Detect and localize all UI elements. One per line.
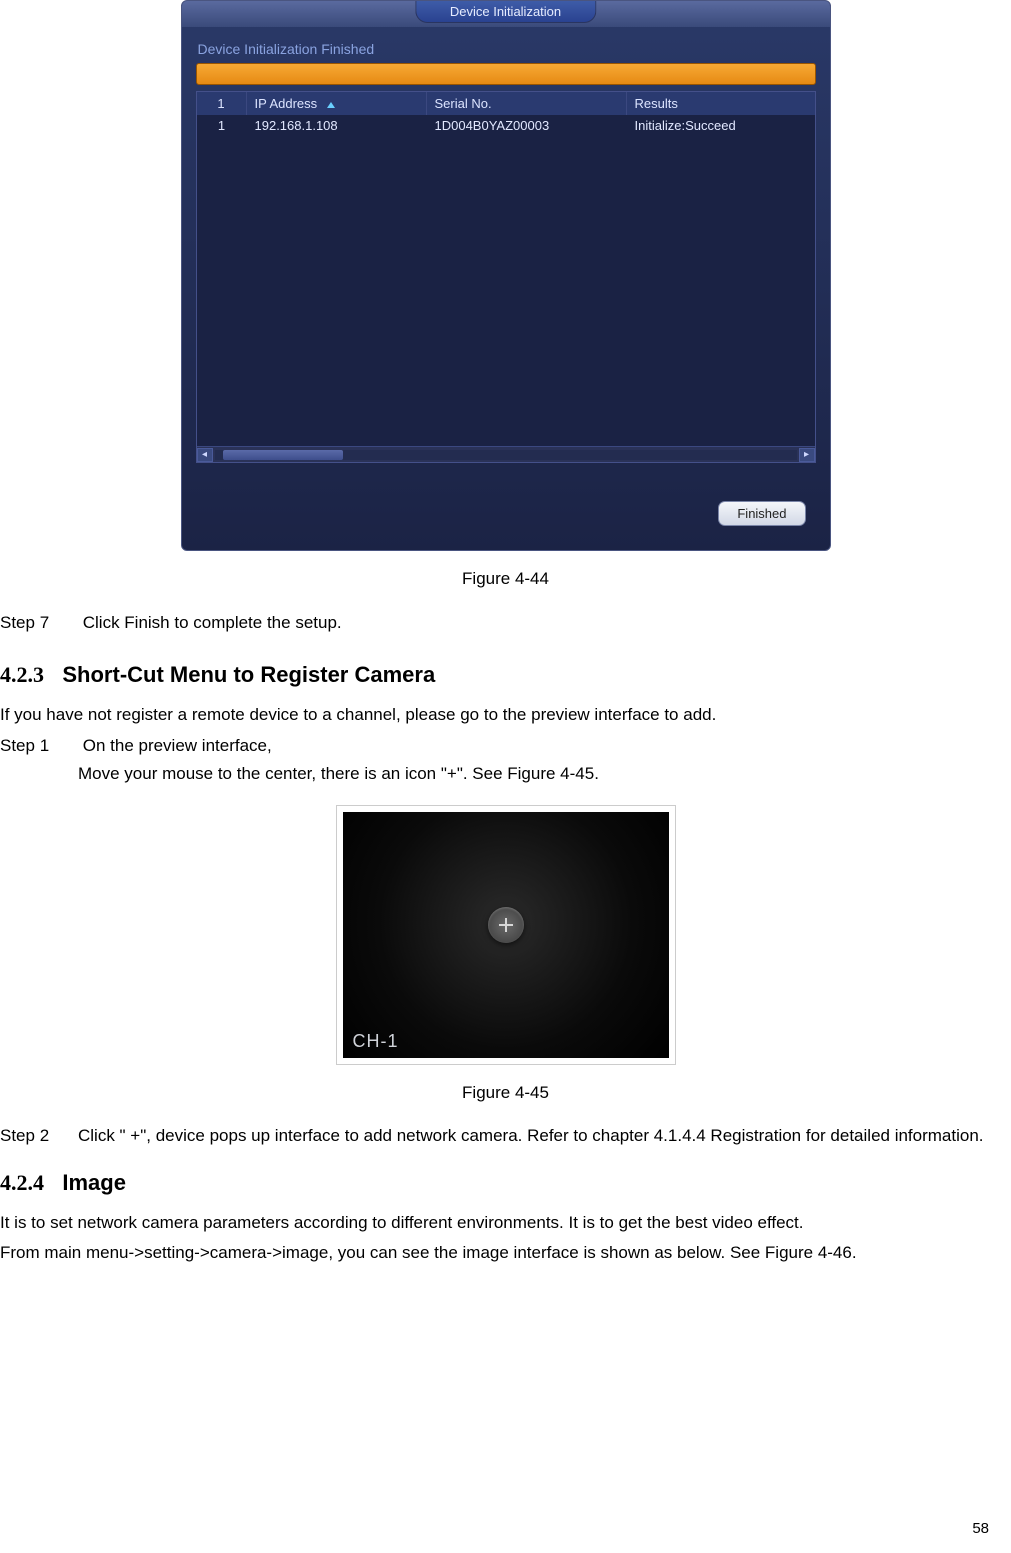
col-results[interactable]: Results bbox=[627, 92, 787, 115]
device-footer: Finished bbox=[196, 463, 816, 536]
finished-button[interactable]: Finished bbox=[718, 501, 805, 526]
device-init-window: Device Initialization Device Initializat… bbox=[181, 0, 831, 551]
col-serial[interactable]: Serial No. bbox=[427, 92, 627, 115]
col-ip-label: IP Address bbox=[255, 96, 318, 111]
section-423-num: 4.2.3 bbox=[0, 662, 44, 687]
section-424-num: 4.2.4 bbox=[0, 1170, 44, 1195]
device-subtitle: Device Initialization Finished bbox=[196, 39, 816, 63]
figure-caption-45: Figure 4-45 bbox=[0, 1083, 1011, 1103]
channel-preview: CH-1 bbox=[336, 805, 676, 1065]
sort-asc-icon bbox=[327, 102, 335, 108]
table-empty-area bbox=[197, 136, 815, 446]
section-423-title: Short-Cut Menu to Register Camera bbox=[62, 662, 435, 687]
step1-label: Step 1 bbox=[0, 733, 78, 759]
page-number: 58 bbox=[972, 1520, 989, 1537]
device-table-header: 1 IP Address Serial No. Results bbox=[197, 92, 815, 115]
section-424-para1: It is to set network camera parameters a… bbox=[0, 1210, 1011, 1236]
cell-serial: 1D004B0YAZ00003 bbox=[427, 115, 627, 136]
device-table: 1 IP Address Serial No. Results 1 192.16… bbox=[196, 91, 816, 463]
cell-index: 1 bbox=[197, 115, 247, 136]
step7-text: Click Finish to complete the setup. bbox=[83, 613, 342, 632]
progress-bar bbox=[196, 63, 816, 85]
step2-label: Step 2 bbox=[0, 1123, 78, 1149]
cell-results: Initialize:Succeed bbox=[627, 115, 787, 136]
col-index[interactable]: 1 bbox=[197, 92, 247, 115]
section-424-para2: From main menu->setting->camera->image, … bbox=[0, 1240, 1011, 1266]
step2: Step 2 Click " +", device pops up interf… bbox=[0, 1123, 1011, 1149]
device-title: Device Initialization bbox=[415, 1, 596, 23]
step1-text2: Move your mouse to the center, there is … bbox=[0, 761, 1011, 787]
channel-label: CH-1 bbox=[353, 1031, 399, 1052]
cell-ip: 192.168.1.108 bbox=[247, 115, 427, 136]
table-row[interactable]: 1 192.168.1.108 1D004B0YAZ00003 Initiali… bbox=[197, 115, 815, 136]
add-icon[interactable] bbox=[488, 907, 524, 943]
step7: Step 7 Click Finish to complete the setu… bbox=[0, 609, 1011, 636]
device-body: Device Initialization Finished 1 IP Addr… bbox=[182, 27, 830, 550]
step2-text: Click " +", device pops up interface to … bbox=[78, 1123, 1011, 1149]
scroll-right-icon[interactable]: ▸ bbox=[799, 448, 815, 462]
scroll-left-icon[interactable]: ◂ bbox=[197, 448, 213, 462]
scroll-thumb[interactable] bbox=[223, 450, 343, 460]
section-424-heading: 4.2.4 Image bbox=[0, 1170, 1011, 1196]
col-ip[interactable]: IP Address bbox=[247, 92, 427, 115]
section-424-title: Image bbox=[62, 1170, 126, 1195]
device-titlebar: Device Initialization bbox=[182, 1, 830, 27]
step7-label: Step 7 bbox=[0, 609, 78, 636]
section-423-para: If you have not register a remote device… bbox=[0, 702, 1011, 728]
channel-preview-inner: CH-1 bbox=[343, 812, 669, 1058]
step1: Step 1 On the preview interface, bbox=[0, 733, 1011, 759]
h-scrollbar[interactable]: ◂ ▸ bbox=[197, 446, 815, 462]
figure-caption-44: Figure 4-44 bbox=[0, 569, 1011, 589]
section-423-heading: 4.2.3 Short-Cut Menu to Register Camera bbox=[0, 662, 1011, 688]
scroll-track[interactable] bbox=[215, 450, 797, 460]
step1-text: On the preview interface, bbox=[83, 736, 272, 755]
